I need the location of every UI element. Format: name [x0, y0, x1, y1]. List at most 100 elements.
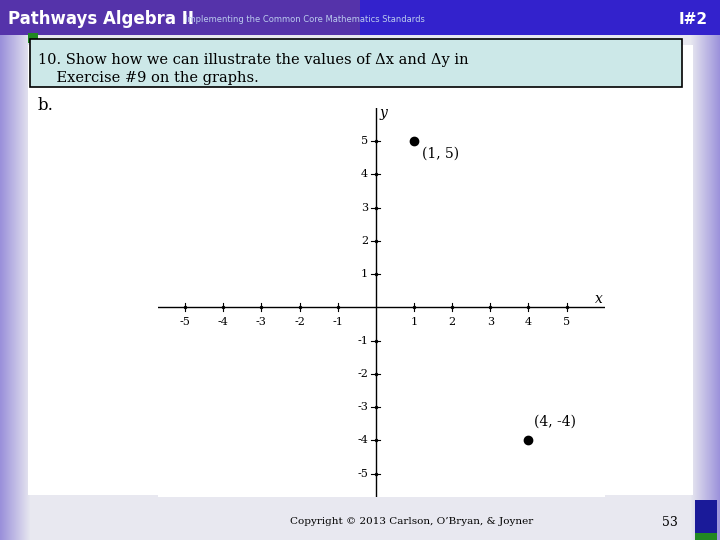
Text: -5: -5 [180, 318, 191, 327]
Bar [3, 0, 4, 540]
Bar [16, 0, 17, 540]
Text: Copyright © 2013 Carlson, O’Bryan, & Joyner: Copyright © 2013 Carlson, O’Bryan, & Joy… [290, 517, 534, 526]
Bar [713, 0, 714, 540]
Bar [704, 0, 705, 540]
Text: 3: 3 [361, 202, 368, 213]
Bar [13, 0, 14, 540]
Text: (1, 5): (1, 5) [422, 146, 459, 160]
Bar [700, 0, 701, 540]
Text: -1: -1 [357, 336, 368, 346]
Bar [28, 0, 29, 540]
Bar [9, 0, 10, 540]
Bar [18, 0, 19, 540]
Bar [22, 0, 23, 540]
Bar [15, 0, 16, 540]
Text: -2: -2 [357, 369, 368, 379]
Bar [707, 0, 708, 540]
Bar [698, 0, 699, 540]
Bar [17, 0, 18, 540]
Text: 2: 2 [449, 318, 456, 327]
Bar [10, 0, 11, 540]
Text: Exercise #9 on the graphs.: Exercise #9 on the graphs. [38, 71, 258, 85]
Bar [703, 0, 704, 540]
Text: 10. Show how we can illustrate the values of Δx and Δy in: 10. Show how we can illustrate the value… [38, 53, 469, 67]
Text: 4: 4 [525, 318, 532, 327]
Bar [4, 0, 5, 540]
Bar [696, 0, 697, 540]
Text: 5: 5 [361, 136, 368, 146]
Bar [710, 0, 711, 540]
Bar [25, 0, 26, 540]
Bar [24, 0, 25, 540]
Bar [706, 0, 707, 540]
Bar [712, 0, 713, 540]
Bar [27, 0, 28, 540]
Bar [2, 0, 3, 540]
Text: -3: -3 [357, 402, 368, 412]
Bar [701, 0, 702, 540]
FancyBboxPatch shape [695, 533, 717, 540]
Bar [719, 0, 720, 540]
Text: -4: -4 [218, 318, 229, 327]
Text: 3: 3 [487, 318, 494, 327]
Bar [6, 0, 7, 540]
Text: 53: 53 [662, 516, 678, 529]
Bar [695, 0, 696, 540]
FancyBboxPatch shape [0, 0, 720, 35]
Bar [14, 0, 15, 540]
Text: b.: b. [38, 97, 54, 113]
Bar [29, 0, 30, 540]
Bar [709, 0, 710, 540]
FancyBboxPatch shape [695, 500, 717, 535]
Bar [690, 0, 691, 540]
Bar [714, 0, 715, 540]
Bar [20, 0, 21, 540]
Bar [717, 0, 718, 540]
Bar [702, 0, 703, 540]
Text: 1: 1 [361, 269, 368, 279]
Text: -1: -1 [333, 318, 343, 327]
Bar [691, 0, 692, 540]
Text: 1: 1 [410, 318, 418, 327]
Bar [705, 0, 706, 540]
Text: 2: 2 [361, 236, 368, 246]
Text: Implementing the Common Core Mathematics Standards: Implementing the Common Core Mathematics… [185, 16, 425, 24]
Text: I#2: I#2 [679, 11, 708, 26]
Bar [693, 0, 694, 540]
Bar [7, 0, 8, 540]
Bar [694, 0, 695, 540]
Bar [697, 0, 698, 540]
Text: -5: -5 [357, 469, 368, 478]
Bar [1, 0, 2, 540]
FancyBboxPatch shape [28, 45, 693, 495]
Text: Pathways Algebra II: Pathways Algebra II [8, 10, 194, 28]
Bar [23, 0, 24, 540]
FancyBboxPatch shape [360, 0, 720, 35]
FancyBboxPatch shape [0, 0, 360, 35]
Bar [715, 0, 716, 540]
Bar [716, 0, 717, 540]
Bar [21, 0, 22, 540]
Text: x: x [595, 292, 603, 306]
Text: 5: 5 [563, 318, 570, 327]
FancyBboxPatch shape [30, 39, 682, 87]
Text: -2: -2 [294, 318, 305, 327]
Bar [8, 0, 9, 540]
Text: -3: -3 [256, 318, 267, 327]
Text: 4: 4 [361, 170, 368, 179]
Bar [718, 0, 719, 540]
Bar [708, 0, 709, 540]
Bar [5, 0, 6, 540]
FancyBboxPatch shape [28, 33, 38, 43]
Bar [12, 0, 13, 540]
Bar [692, 0, 693, 540]
Bar [19, 0, 20, 540]
Text: -4: -4 [357, 435, 368, 445]
Bar [0, 0, 1, 540]
Bar [699, 0, 700, 540]
Text: y: y [379, 106, 387, 120]
Text: (4, -4): (4, -4) [534, 415, 576, 429]
Bar [11, 0, 12, 540]
Bar [26, 0, 27, 540]
Bar [711, 0, 712, 540]
